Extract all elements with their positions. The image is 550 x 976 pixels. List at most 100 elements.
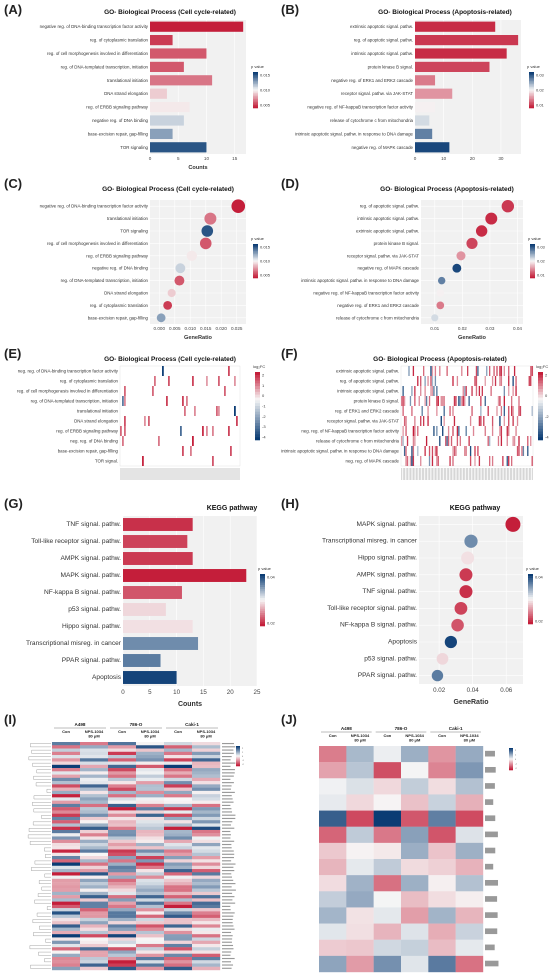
chart-i-gene-label-stub <box>222 752 234 754</box>
chart-i-cell <box>52 888 81 893</box>
chart-h-point <box>451 618 464 632</box>
chart-i-cell <box>108 947 137 951</box>
chart-f-cell <box>487 436 489 446</box>
chart-h-legend-swatch <box>528 603 533 606</box>
chart-e-cell <box>206 376 208 386</box>
chart-i-column-label: NPS-1034 <box>197 729 216 734</box>
chart-f-cell <box>453 416 456 426</box>
chart-i-cell <box>164 742 193 746</box>
chart-c-category-label: negative reg. of DNA binding <box>92 266 148 271</box>
chart-e-gene-label-stub <box>122 468 124 480</box>
chart-j-cell <box>401 907 429 924</box>
chart-f-gene-label-stub <box>467 468 469 480</box>
chart-i-gene-label-stub <box>222 821 233 823</box>
chart-i-gene-label-stub <box>222 811 233 813</box>
chart-a-category-label: base-excision repair, gap-filling <box>88 131 149 136</box>
chart-j-cell <box>428 778 456 795</box>
chart-d-category-label: reg. of apoptotic signal. pathw. <box>360 204 419 209</box>
chart-f-cell <box>456 436 459 446</box>
chart-f-cell <box>503 406 505 416</box>
chart-j-gene-label-stub <box>485 799 494 805</box>
chart-f-cell <box>462 396 464 406</box>
chart-b-x-tick: 0 <box>414 156 417 161</box>
chart-i-cell <box>192 956 221 961</box>
chart-g-bar <box>123 620 193 633</box>
chart-a-category-label: reg. of DNA-templated transcription, ini… <box>61 64 149 69</box>
chart-i-dendrogram-branch <box>30 743 51 748</box>
chart-b-legend-swatch <box>529 78 534 80</box>
chart-f-cell <box>412 446 415 456</box>
chart-c-x-tick: 0.000 <box>154 326 166 331</box>
chart-c-category-label: DNA strand elongation <box>104 291 148 296</box>
chart-i-cell <box>136 794 165 798</box>
chart-f-gene-label-stub <box>493 468 495 480</box>
chart-e-cell <box>124 396 126 406</box>
chart-f-gene-label-stub <box>402 468 404 480</box>
chart-i-gene-label-stub <box>222 856 234 859</box>
chart-e-gene-label-stub <box>176 468 178 480</box>
chart-f-cell <box>474 446 476 456</box>
chart-f-gene-label-stub <box>413 468 414 480</box>
chart-i-cell <box>52 953 81 958</box>
chart-i-cell <box>164 934 193 938</box>
chart-f-gene-label-stub <box>507 468 508 480</box>
chart-j-legend-tick: 2 <box>515 750 517 752</box>
chart-e-cell <box>122 396 124 406</box>
chart-d-legend-swatch <box>530 255 535 258</box>
chart-i-cell <box>52 924 81 928</box>
chart-f-gene-label-stub <box>471 468 473 480</box>
chart-i-cell <box>136 943 165 948</box>
chart-i-cell <box>164 829 193 834</box>
chart-i-cell <box>136 885 165 889</box>
chart-f-cell <box>480 416 482 426</box>
chart-i-cell <box>108 943 137 948</box>
chart-i-cell <box>52 797 81 801</box>
chart-h-category-label: Apoptosis <box>388 639 418 646</box>
chart-i-cell <box>52 911 81 915</box>
chart-j-cell <box>428 794 456 811</box>
chart-c-x-tick: 0.005 <box>169 326 181 331</box>
chart-h-point <box>454 602 468 615</box>
chart-f-cell <box>483 416 485 426</box>
chart-f-cell <box>508 426 510 436</box>
chart-a-bar-cell-cycle: GO- Biological Process (Cell cycle-relat… <box>40 9 271 171</box>
chart-j-cell <box>428 875 456 892</box>
chart-i-cell <box>192 777 221 782</box>
chart-f-cell <box>515 426 517 436</box>
chart-f-gene-label-stub <box>474 468 476 480</box>
chart-i-cell <box>80 771 109 775</box>
chart-c-legend-swatch <box>253 259 258 262</box>
chart-i-cell <box>164 856 193 860</box>
chart-f-gene-label-stub <box>523 468 524 480</box>
chart-f-gene-label-stub <box>517 468 518 480</box>
chart-i-cell <box>108 921 137 925</box>
chart-i-cell <box>192 745 221 749</box>
chart-i-cell <box>192 940 221 945</box>
chart-i-cell <box>136 846 165 850</box>
chart-j-legend-swatch <box>509 763 513 765</box>
chart-f-cell <box>464 386 466 396</box>
chart-i-column-label: Con <box>174 729 182 734</box>
chart-i-cell <box>136 803 165 808</box>
chart-i-gene-label-stub <box>222 837 231 839</box>
chart-e-gene-label-stub <box>124 468 126 480</box>
chart-i-cell <box>192 787 221 792</box>
chart-j-cell <box>319 923 347 940</box>
chart-f-cell <box>484 426 486 436</box>
chart-g-legend-swatch <box>260 576 265 579</box>
chart-i-cell <box>108 966 137 971</box>
chart-d-point <box>452 263 462 273</box>
chart-d-legend-tick: 0.01 <box>537 273 546 278</box>
chart-e-gene-label-stub <box>134 468 136 480</box>
chart-i-cell <box>192 953 221 958</box>
chart-j-cell <box>428 842 456 860</box>
chart-a-x-tick: 0 <box>149 156 152 161</box>
chart-i-gene-label-stub <box>222 863 236 865</box>
chart-i-cell <box>192 807 221 811</box>
chart-i-cell <box>164 797 193 801</box>
chart-i-cell <box>164 966 193 971</box>
chart-f-row-label: intrinsic apoptotic signal. pathw. <box>337 388 399 393</box>
chart-e-legend-swatch <box>255 380 260 384</box>
chart-i-cell <box>192 836 221 840</box>
